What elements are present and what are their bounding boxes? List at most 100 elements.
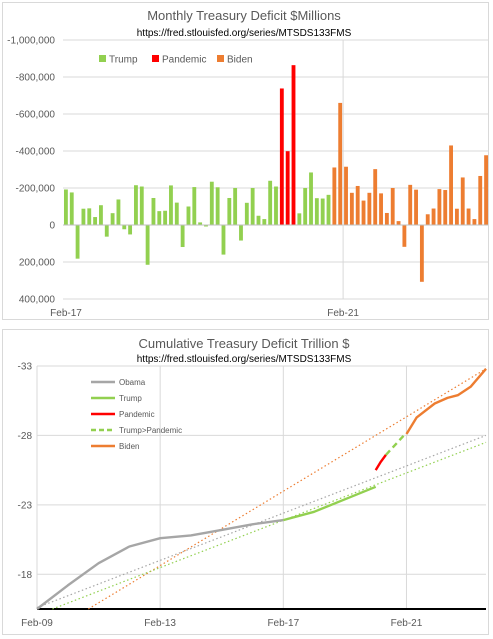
monthly-deficit-chart: Monthly Treasury Deficit $Millions https:… [2,2,489,320]
bar-trump [122,225,127,230]
bar-trump [128,225,133,235]
bar-trump [110,213,115,225]
bar-biden [454,208,459,225]
y-tick-label: -600,000 [16,110,56,121]
bar-biden [414,189,418,225]
bar-trump [239,225,243,241]
bar-biden [338,102,343,225]
bar-trump [326,194,331,225]
bar-pandemic [279,88,284,225]
legend-label-biden: Biden [227,55,253,66]
x-tick-label: Feb-09 [21,618,53,629]
bar-biden [419,225,424,282]
bar-trump [116,199,121,225]
cumulative-deficit-chart: Cumulative Treasury Deficit Trillion $ ht… [2,329,489,635]
bar-biden [478,175,483,225]
bar-biden [384,212,389,225]
legend-label-trump: Trump [109,55,138,66]
bar-trump [174,202,179,225]
bar-biden [396,221,401,225]
bar-trump [314,198,319,225]
bar-biden [344,166,348,225]
y-tick-label: -200,000 [16,184,56,195]
y-tick-label: 400,000 [19,295,56,306]
bar-biden [460,177,465,225]
bar-trump [169,185,173,225]
x-tick-label: Feb-17 [50,308,82,319]
bar-biden [355,185,360,225]
y-tick-label: -800,000 [16,73,56,84]
bar-trump [157,211,162,226]
legend-swatch-pandemic [152,55,159,62]
bar-trump [186,206,191,225]
bar-trump [99,205,103,225]
bar-biden [449,145,453,225]
x-tick-label: Feb-21 [391,618,423,629]
bar-trump [250,188,255,225]
bar-trump [244,202,249,225]
series-line-obama [36,518,284,610]
bar-trump [198,222,203,225]
series-line-pandemic [374,454,387,471]
legend-label: Trump>Pandemic [119,426,182,435]
trendline [36,434,487,609]
bar-trump [134,185,138,225]
bar-trump [93,217,98,225]
bar-biden [402,225,407,247]
bar-biden [472,219,477,225]
bar-biden [379,193,383,225]
bar-trump [256,215,261,225]
bar-biden [349,192,354,225]
bar-trump [69,192,74,225]
bar-biden [332,167,337,225]
y-tick-label: -18 [18,570,33,581]
series-line-trump [282,485,377,522]
chart-subtitle: https://fred.stlouisfed.org/series/MTSDS… [137,28,352,39]
bar-biden [466,208,471,225]
bar-biden [425,214,430,225]
bar-trump [75,225,80,259]
x-tick-label: Feb-21 [327,308,359,319]
trendline [52,441,487,610]
bar-pandemic [285,151,290,225]
bar-trump [151,197,156,225]
bar-trump [63,189,68,225]
bar-trump [227,197,232,225]
bar-trump [139,186,144,225]
bar-trump [309,172,313,225]
legend-swatch-trump [99,55,106,62]
series-line-biden [405,368,487,435]
y-tick-label: 200,000 [19,258,56,269]
bar-biden [484,155,489,225]
y-tick-label: -400,000 [16,147,56,158]
bar-trump [163,210,168,225]
bar-biden [390,188,395,225]
series-line-trump-pandemic [385,434,405,456]
bar-trump [204,225,208,227]
bar-biden [373,169,378,225]
x-tick-label: Feb-13 [144,618,176,629]
bar-trump [215,187,220,225]
bar-trump [297,213,302,225]
bar-biden [437,189,442,225]
cumulative-deficit-svg: Cumulative Treasury Deficit Trillion $ ht… [18,336,487,629]
bar-trump [233,188,238,225]
bar-biden [408,184,413,225]
legend-label: Trump [119,394,142,403]
bar-biden [431,208,436,225]
bar-trump [320,198,325,225]
y-tick-label: -28 [18,431,33,442]
bar-biden [367,192,372,225]
chart-subtitle: https://fred.stlouisfed.org/series/MTSDS… [137,354,352,365]
bar-trump [303,188,308,225]
bar-trump [81,208,86,225]
chart-title: Cumulative Treasury Deficit Trillion $ [139,336,351,351]
x-tick-label: Feb-17 [267,618,299,629]
legend-label: Obama [119,378,146,387]
monthly-deficit-svg: Monthly Treasury Deficit $Millions https:… [7,8,489,319]
bar-trump [221,225,226,255]
bar-trump [180,225,185,248]
legend-label: Pandemic [119,410,155,419]
bar-biden [361,200,366,225]
chart-title: Monthly Treasury Deficit $Millions [147,8,341,23]
